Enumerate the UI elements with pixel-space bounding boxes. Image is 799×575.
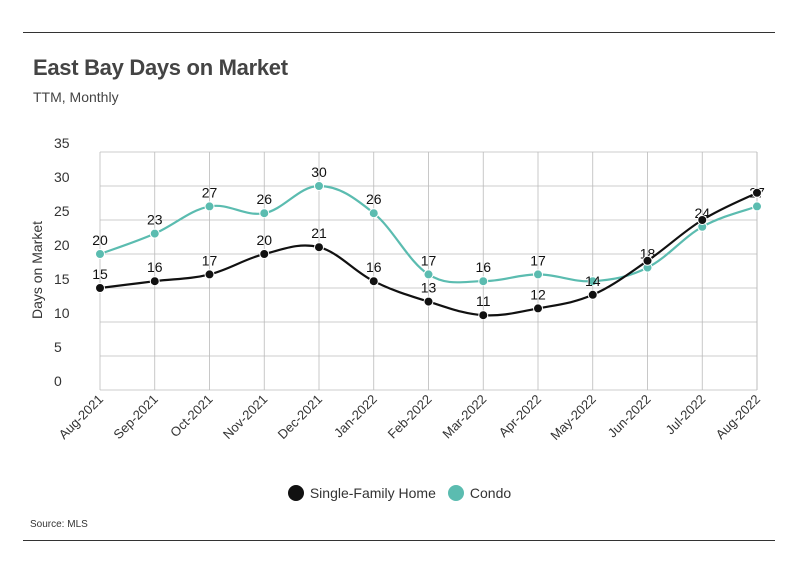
data-label-single-family: 16 bbox=[147, 259, 163, 275]
x-tick-label: Mar-2022 bbox=[439, 392, 489, 442]
x-axis: Aug-2021 Sep-2021 Oct-2021 Nov-2021 Dec-2021… bbox=[56, 392, 763, 443]
x-tick-label: Sep-2021 bbox=[110, 392, 160, 442]
x-tick-label: Aug-2021 bbox=[56, 392, 106, 442]
data-label-condo: 17 bbox=[421, 252, 437, 268]
data-label-condo: 17 bbox=[530, 252, 546, 268]
x-tick-label: Nov-2021 bbox=[220, 392, 270, 442]
chart-subtitle: TTM, Monthly bbox=[33, 89, 119, 105]
data-point-condo bbox=[95, 249, 105, 259]
series-condo: 202327263026171617182427 bbox=[92, 164, 765, 287]
data-point-single-family bbox=[204, 269, 215, 280]
legend-item-single-family: Single-Family Home bbox=[287, 485, 436, 501]
bottom-rule bbox=[23, 540, 775, 541]
data-label-condo: 30 bbox=[311, 164, 327, 180]
data-label-condo: 16 bbox=[475, 259, 491, 275]
legend-swatch-condo bbox=[447, 485, 464, 501]
legend-item-condo: Condo bbox=[447, 485, 512, 501]
y-tick-label: 5 bbox=[54, 339, 62, 355]
data-point-condo bbox=[752, 201, 762, 212]
legend-label-condo: Condo bbox=[469, 485, 512, 501]
source-note: Source: MLS bbox=[30, 519, 88, 530]
data-label-condo: 23 bbox=[147, 212, 163, 228]
data-label-single-family: 17 bbox=[202, 252, 218, 268]
data-point-condo bbox=[149, 228, 160, 239]
data-point-condo bbox=[587, 276, 598, 287]
x-tick-label: Feb-2022 bbox=[385, 392, 435, 442]
data-label-condo: 27 bbox=[202, 184, 218, 200]
data-point-single-family bbox=[752, 187, 762, 198]
data-point-single-family bbox=[533, 303, 543, 314]
chart-title: East Bay Days on Market bbox=[33, 55, 288, 80]
x-tick-label: Jan-2022 bbox=[331, 392, 380, 441]
data-point-single-family bbox=[259, 249, 270, 259]
x-tick-label: Jun-2022 bbox=[605, 392, 654, 441]
grid bbox=[99, 151, 758, 391]
legend-label-single-family: Single-Family Home bbox=[309, 485, 436, 501]
x-tick-label: Jul-2022 bbox=[662, 392, 708, 438]
x-tick-label: Dec-2021 bbox=[275, 392, 325, 442]
x-tick-label: Aug-2022 bbox=[713, 392, 763, 442]
x-tick-label: May-2022 bbox=[547, 392, 598, 443]
legend: Single-Family Home Condo bbox=[0, 482, 799, 504]
y-tick-label: 10 bbox=[54, 305, 70, 321]
data-label-single-family: 21 bbox=[311, 225, 327, 241]
y-axis-label: Days on Market bbox=[29, 221, 45, 319]
data-point-single-family bbox=[95, 283, 105, 293]
data-point-condo bbox=[204, 201, 215, 212]
data-point-single-family bbox=[642, 255, 653, 266]
x-tick-label: Oct-2021 bbox=[167, 392, 215, 440]
data-label-single-family: 16 bbox=[366, 259, 382, 275]
legend-swatch-single-family bbox=[287, 485, 304, 501]
data-label-single-family: 15 bbox=[92, 266, 108, 282]
y-axis: 0 5 10 15 20 25 30 35 bbox=[54, 135, 70, 389]
data-label-single-family: 12 bbox=[530, 286, 546, 302]
data-point-condo bbox=[259, 208, 270, 219]
x-tick-label: Apr-2022 bbox=[496, 392, 544, 440]
y-tick-label: 35 bbox=[54, 135, 70, 151]
data-label-condo: 20 bbox=[92, 232, 108, 248]
data-point-condo bbox=[368, 208, 379, 219]
data-point-single-family bbox=[423, 296, 434, 307]
y-tick-label: 25 bbox=[54, 203, 70, 219]
data-label-single-family: 11 bbox=[476, 293, 491, 309]
data-label-single-family: 14 bbox=[585, 273, 601, 289]
data-point-single-family bbox=[587, 289, 598, 300]
data-point-single-family bbox=[478, 310, 489, 321]
y-tick-label: 20 bbox=[54, 237, 70, 253]
data-label-single-family: 13 bbox=[421, 280, 437, 296]
data-point-single-family bbox=[368, 276, 379, 287]
series-single-family: 15 16 17 20 21 16 13 11 12 14 bbox=[92, 187, 762, 321]
data-point-single-family bbox=[149, 276, 160, 287]
top-rule bbox=[23, 32, 775, 33]
y-tick-label: 15 bbox=[54, 271, 70, 287]
data-point-condo bbox=[478, 276, 489, 287]
y-tick-label: 30 bbox=[54, 169, 70, 185]
data-point-condo bbox=[423, 269, 434, 280]
series-layer: 2023272630261716171824271516172021161311… bbox=[92, 164, 765, 321]
data-point-condo bbox=[533, 269, 543, 280]
data-label-single-family: 20 bbox=[256, 232, 272, 248]
data-point-single-family bbox=[314, 242, 324, 253]
data-point-condo bbox=[314, 181, 324, 191]
data-label-condo: 26 bbox=[256, 191, 272, 207]
data-label-condo: 26 bbox=[366, 191, 382, 207]
data-point-single-family bbox=[697, 215, 708, 225]
y-tick-label: 0 bbox=[54, 373, 62, 389]
